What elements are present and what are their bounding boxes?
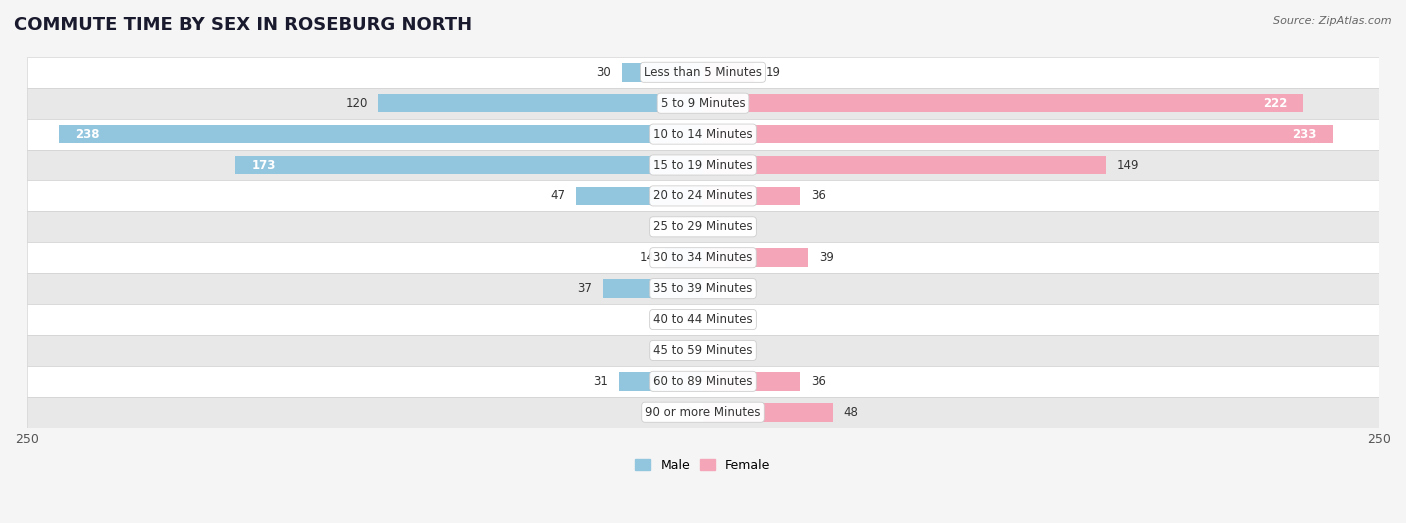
Text: 60 to 89 Minutes: 60 to 89 Minutes [654, 375, 752, 388]
Text: 45 to 59 Minutes: 45 to 59 Minutes [654, 344, 752, 357]
Text: 14: 14 [640, 251, 654, 264]
Bar [703, 125, 1333, 143]
Text: 10 to 14 Minutes: 10 to 14 Minutes [654, 128, 752, 141]
Text: 25 to 29 Minutes: 25 to 29 Minutes [654, 220, 752, 233]
Bar [235, 156, 703, 174]
Text: 35 to 39 Minutes: 35 to 39 Minutes [654, 282, 752, 295]
Text: 40 to 44 Minutes: 40 to 44 Minutes [654, 313, 752, 326]
Text: 47: 47 [550, 189, 565, 202]
Bar [27, 150, 1379, 180]
Text: 0: 0 [685, 313, 692, 326]
Text: 0: 0 [685, 220, 692, 233]
Text: 233: 233 [1292, 128, 1317, 141]
Bar [619, 372, 703, 391]
Bar [703, 63, 755, 82]
Text: 36: 36 [811, 189, 827, 202]
Text: Less than 5 Minutes: Less than 5 Minutes [644, 66, 762, 79]
Text: 36: 36 [811, 375, 827, 388]
Bar [703, 187, 800, 205]
Text: 0: 0 [714, 220, 721, 233]
Text: 222: 222 [1263, 97, 1286, 110]
Bar [621, 63, 703, 82]
Text: 0: 0 [714, 344, 721, 357]
Text: 20 to 24 Minutes: 20 to 24 Minutes [654, 189, 752, 202]
Text: Source: ZipAtlas.com: Source: ZipAtlas.com [1274, 16, 1392, 26]
Bar [378, 94, 703, 112]
Bar [27, 397, 1379, 428]
Text: 37: 37 [578, 282, 592, 295]
Bar [27, 88, 1379, 119]
Bar [27, 242, 1379, 273]
Text: COMMUTE TIME BY SEX IN ROSEBURG NORTH: COMMUTE TIME BY SEX IN ROSEBURG NORTH [14, 16, 472, 33]
Bar [665, 248, 703, 267]
Text: 5 to 9 Minutes: 5 to 9 Minutes [661, 97, 745, 110]
Bar [703, 248, 808, 267]
Text: 90 or more Minutes: 90 or more Minutes [645, 406, 761, 419]
Bar [27, 119, 1379, 150]
Text: 238: 238 [76, 128, 100, 141]
Bar [27, 211, 1379, 242]
Text: 30: 30 [596, 66, 612, 79]
Text: 173: 173 [252, 158, 276, 172]
Text: 15 to 19 Minutes: 15 to 19 Minutes [654, 158, 752, 172]
Bar [27, 335, 1379, 366]
Text: 149: 149 [1116, 158, 1139, 172]
Text: 120: 120 [346, 97, 368, 110]
Text: 0: 0 [685, 344, 692, 357]
Text: 48: 48 [844, 406, 859, 419]
Text: 0: 0 [685, 406, 692, 419]
Bar [27, 273, 1379, 304]
Bar [703, 372, 800, 391]
Bar [703, 94, 1303, 112]
Bar [59, 125, 703, 143]
Bar [576, 187, 703, 205]
Bar [27, 180, 1379, 211]
Text: 0: 0 [714, 282, 721, 295]
Legend: Male, Female: Male, Female [630, 454, 776, 477]
Bar [27, 366, 1379, 397]
Text: 30 to 34 Minutes: 30 to 34 Minutes [654, 251, 752, 264]
Bar [703, 156, 1107, 174]
Bar [703, 403, 832, 422]
Text: 31: 31 [593, 375, 609, 388]
Text: 0: 0 [714, 313, 721, 326]
Text: 39: 39 [820, 251, 834, 264]
Bar [27, 57, 1379, 88]
Bar [27, 304, 1379, 335]
Text: 19: 19 [765, 66, 780, 79]
Bar [603, 279, 703, 298]
